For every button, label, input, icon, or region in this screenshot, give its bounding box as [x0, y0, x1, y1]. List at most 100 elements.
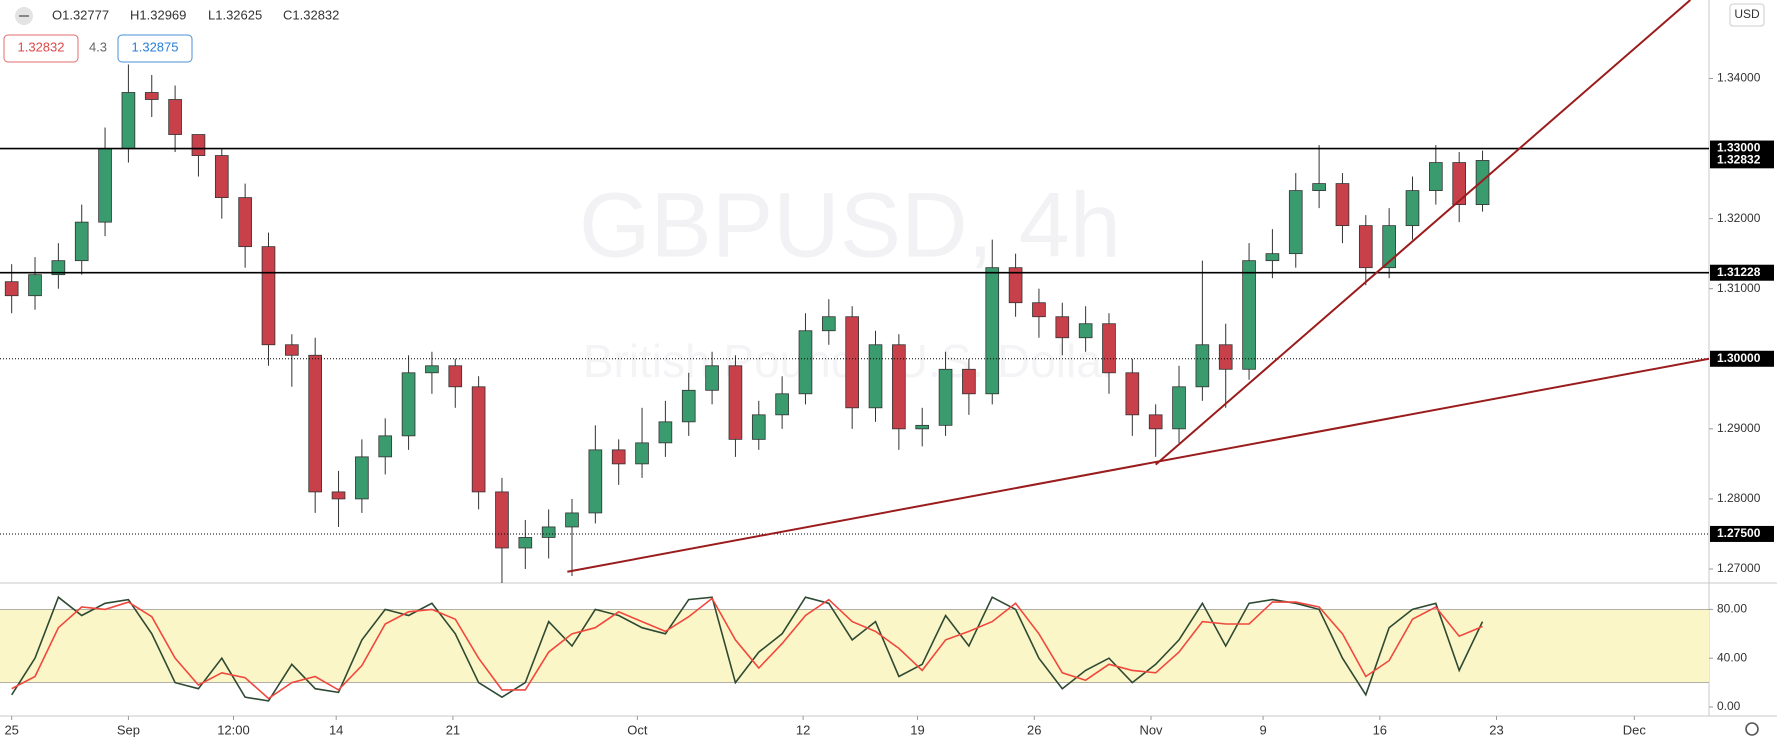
candle-body — [985, 267, 1000, 395]
y-tick-label: 1.32000 — [1717, 211, 1761, 225]
x-tick-label: 21 — [446, 722, 460, 737]
last-price-label: 1.32832 — [1717, 152, 1761, 166]
spread: 4.3 — [89, 39, 107, 54]
price-level-label: 1.30000 — [1717, 351, 1761, 365]
x-tick-label: Nov — [1139, 722, 1163, 737]
x-tick-label: Sep — [117, 722, 140, 737]
trendline — [567, 357, 1710, 573]
candle-body — [1358, 225, 1373, 269]
candle-body — [401, 372, 416, 437]
candle-body — [331, 491, 346, 500]
candle-body — [495, 491, 509, 549]
candle-body — [4, 281, 19, 297]
candle-body — [845, 316, 859, 409]
candle-body — [1405, 190, 1420, 227]
price-level-tag — [1710, 350, 1774, 367]
x-tick-label: 19 — [910, 722, 924, 737]
candle-body — [1335, 183, 1350, 227]
ohlc-open: O1.32777 — [52, 7, 109, 22]
price-level-label: 1.27500 — [1717, 526, 1761, 540]
candle-body — [74, 221, 89, 262]
candle-body — [518, 537, 533, 549]
candle-body — [1055, 316, 1070, 339]
y-tick-label: 80.00 — [1717, 602, 1747, 616]
candle-body — [1172, 386, 1186, 430]
candle-body — [1008, 267, 1023, 304]
candle-body — [751, 414, 766, 440]
candle-body — [285, 344, 299, 356]
candle-body — [1218, 344, 1233, 370]
candle-body — [728, 365, 743, 440]
x-tick-label: 23 — [1489, 722, 1503, 737]
candle-body — [635, 442, 649, 465]
candle-body — [1102, 323, 1116, 374]
ohlc-close: C1.32832 — [283, 7, 339, 22]
candle-body — [868, 344, 883, 409]
candle-body — [658, 421, 673, 444]
x-tick-label: 26 — [1027, 722, 1041, 737]
x-tick-label: 16 — [1373, 722, 1387, 737]
buy-price: 1.32875 — [132, 39, 179, 54]
candle-body — [1195, 344, 1210, 388]
candle-body — [214, 155, 229, 199]
trendline — [1155, 0, 1691, 466]
candle-body — [1452, 162, 1467, 206]
candle-body — [261, 246, 276, 346]
y-tick-label: 1.27000 — [1717, 561, 1761, 575]
x-tick-label: 12:00 — [217, 722, 250, 737]
candle-body — [308, 354, 323, 493]
x-tick-label: 9 — [1259, 722, 1266, 737]
y-tick-label: 1.29000 — [1717, 421, 1761, 435]
price-level-tag — [1710, 525, 1774, 542]
price-level-tag — [1710, 264, 1774, 281]
candle-body — [1288, 190, 1303, 255]
candle-body — [798, 330, 813, 395]
price-level-label: 1.33000 — [1717, 141, 1761, 155]
candle-body — [1475, 160, 1490, 206]
candle-body — [892, 344, 906, 430]
candle-body — [144, 92, 159, 100]
candle-body — [378, 435, 393, 458]
sell-button[interactable] — [3, 34, 79, 63]
candle-body — [565, 512, 579, 528]
sell-price: 1.32832 — [18, 39, 65, 54]
candle-body — [1382, 225, 1396, 269]
candle-body — [28, 274, 42, 297]
currency-button[interactable] — [1729, 3, 1765, 27]
settings-icon[interactable] — [1745, 722, 1759, 736]
candle-body — [915, 424, 930, 430]
candle-body — [448, 365, 463, 388]
price-level-label: 1.31228 — [1717, 265, 1761, 279]
candle-body — [938, 368, 953, 426]
stoch-line — [11, 597, 1483, 700]
candle-body — [962, 368, 976, 395]
candle-body — [821, 316, 836, 332]
currency: USD — [1734, 7, 1760, 21]
last-price-tag — [1710, 152, 1774, 169]
ohlc-high: H1.32969 — [130, 7, 186, 22]
y-tick-label: 1.28000 — [1717, 491, 1761, 505]
y-tick-label: 1.31000 — [1717, 281, 1761, 295]
x-tick-label: 14 — [329, 722, 343, 737]
x-tick-label: 12 — [796, 722, 810, 737]
candle-body — [1265, 253, 1280, 262]
candle-body — [51, 260, 66, 276]
ohlc-low: L1.32625 — [208, 7, 262, 22]
watermark-title: GBPUSD, 4h — [579, 174, 1121, 276]
candle-body — [168, 99, 182, 135]
candle-body — [238, 197, 252, 248]
y-tick-label: 40.00 — [1717, 650, 1747, 664]
candle-body — [588, 449, 603, 514]
candle-body — [1125, 372, 1140, 416]
x-tick-label: Dec — [1623, 722, 1647, 737]
candle-body — [121, 92, 136, 149]
candle-body — [541, 526, 556, 538]
x-tick-label: 25 — [4, 722, 18, 737]
candle-body — [1312, 183, 1326, 191]
x-tick-label: Oct — [627, 722, 648, 737]
buy-button[interactable] — [117, 34, 193, 63]
candle-body — [681, 389, 696, 423]
candle-body — [705, 365, 719, 391]
